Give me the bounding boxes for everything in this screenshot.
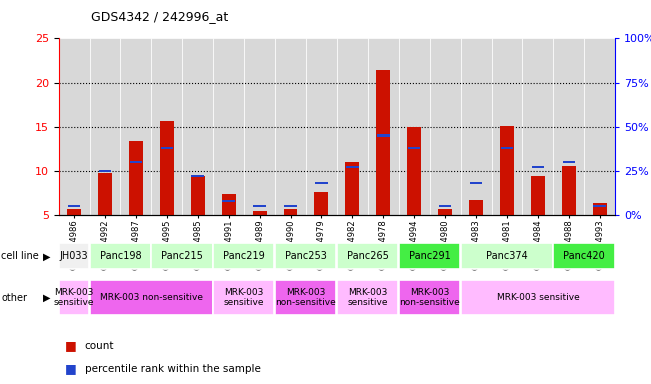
- Bar: [346, 162, 359, 215]
- Bar: [408, 147, 421, 149]
- Bar: [562, 161, 575, 163]
- Bar: [223, 200, 235, 202]
- Bar: [161, 147, 173, 149]
- Bar: [337, 280, 398, 315]
- Text: other: other: [1, 293, 27, 303]
- Bar: [222, 194, 236, 215]
- Text: MRK-003
sensitive: MRK-003 sensitive: [348, 288, 388, 307]
- Bar: [99, 170, 111, 172]
- Bar: [470, 182, 482, 184]
- Bar: [438, 209, 452, 215]
- Bar: [594, 205, 606, 207]
- Bar: [191, 176, 204, 215]
- Text: cell line: cell line: [1, 251, 39, 262]
- Bar: [191, 175, 204, 177]
- Text: Panc219: Panc219: [223, 251, 265, 262]
- Bar: [284, 205, 297, 207]
- Text: MRK-003 non-sensitive: MRK-003 non-sensitive: [100, 293, 203, 302]
- Bar: [460, 243, 553, 269]
- Bar: [306, 38, 337, 215]
- Bar: [430, 38, 460, 215]
- Bar: [275, 280, 337, 315]
- Bar: [314, 192, 328, 215]
- Bar: [151, 243, 213, 269]
- Bar: [59, 243, 89, 269]
- Bar: [59, 280, 89, 315]
- Bar: [469, 200, 483, 215]
- Bar: [346, 166, 359, 169]
- Bar: [275, 243, 337, 269]
- Bar: [398, 243, 460, 269]
- Text: percentile rank within the sample: percentile rank within the sample: [85, 364, 260, 374]
- Bar: [500, 126, 514, 215]
- Text: ▶: ▶: [43, 293, 51, 303]
- Bar: [532, 166, 544, 169]
- Bar: [160, 121, 174, 215]
- Bar: [130, 161, 142, 163]
- Bar: [275, 38, 306, 215]
- Text: Panc198: Panc198: [100, 251, 141, 262]
- Bar: [439, 205, 451, 207]
- Bar: [98, 173, 112, 215]
- Text: count: count: [85, 341, 114, 351]
- Bar: [368, 38, 398, 215]
- Bar: [553, 38, 584, 215]
- Text: Panc253: Panc253: [285, 251, 327, 262]
- Bar: [315, 182, 327, 184]
- Text: JH033: JH033: [60, 251, 89, 262]
- Bar: [337, 243, 398, 269]
- Bar: [253, 210, 266, 215]
- Text: GDS4342 / 242996_at: GDS4342 / 242996_at: [91, 10, 229, 23]
- Bar: [244, 38, 275, 215]
- Bar: [67, 209, 81, 215]
- Text: Panc215: Panc215: [161, 251, 203, 262]
- Bar: [89, 38, 120, 215]
- Bar: [398, 38, 430, 215]
- Bar: [492, 38, 522, 215]
- Bar: [253, 205, 266, 207]
- Bar: [376, 70, 390, 215]
- Text: Panc374: Panc374: [486, 251, 528, 262]
- Bar: [213, 280, 275, 315]
- Text: MRK-003 sensitive: MRK-003 sensitive: [497, 293, 579, 302]
- Text: ■: ■: [65, 339, 77, 352]
- Bar: [377, 134, 389, 137]
- Bar: [129, 141, 143, 215]
- Bar: [120, 38, 151, 215]
- Text: ▶: ▶: [43, 251, 51, 262]
- Bar: [398, 280, 460, 315]
- Bar: [562, 167, 575, 215]
- Text: Panc291: Panc291: [409, 251, 450, 262]
- Bar: [460, 38, 492, 215]
- Bar: [68, 205, 80, 207]
- Bar: [89, 280, 213, 315]
- Bar: [213, 243, 275, 269]
- Bar: [584, 38, 615, 215]
- Bar: [501, 147, 513, 149]
- Text: Panc265: Panc265: [347, 251, 389, 262]
- Bar: [213, 38, 244, 215]
- Bar: [284, 209, 298, 215]
- Bar: [408, 127, 421, 215]
- Text: MRK-003
non-sensitive: MRK-003 non-sensitive: [275, 288, 337, 307]
- Bar: [460, 280, 615, 315]
- Text: MRK-003
sensitive: MRK-003 sensitive: [224, 288, 264, 307]
- Bar: [59, 38, 89, 215]
- Text: MRK-003
non-sensitive: MRK-003 non-sensitive: [399, 288, 460, 307]
- Text: MRK-003
sensitive: MRK-003 sensitive: [54, 288, 94, 307]
- Bar: [553, 243, 615, 269]
- Text: Panc420: Panc420: [563, 251, 605, 262]
- Bar: [337, 38, 368, 215]
- Bar: [531, 176, 545, 215]
- Bar: [593, 203, 607, 215]
- Bar: [89, 243, 151, 269]
- Bar: [151, 38, 182, 215]
- Bar: [182, 38, 213, 215]
- Bar: [522, 38, 553, 215]
- Text: ■: ■: [65, 362, 77, 375]
